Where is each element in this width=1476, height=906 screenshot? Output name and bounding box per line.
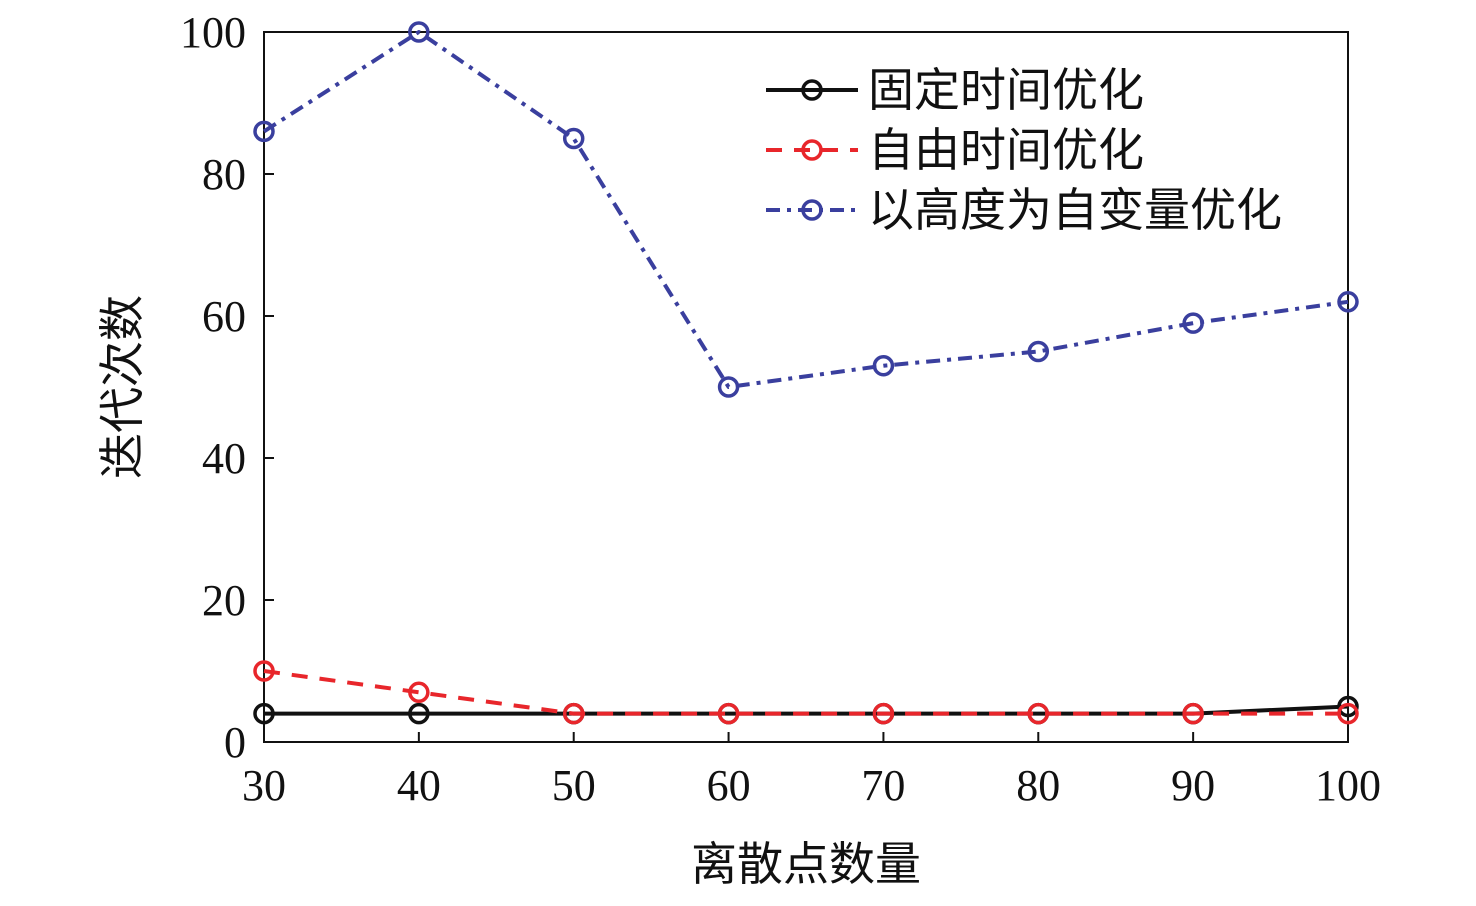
series-2-point: [1337, 291, 1359, 313]
y-tick-label: 40: [202, 434, 246, 483]
legend-label-1: 自由时间优化: [868, 123, 1144, 177]
x-tick-label: 90: [1171, 761, 1215, 810]
legend-marker-0: [801, 79, 823, 101]
x-tick-label: 100: [1315, 761, 1381, 810]
series-0-point: [253, 702, 275, 725]
series-1-point: [562, 702, 585, 725]
series-2-point: [562, 127, 585, 150]
y-tick-label: 100: [180, 8, 246, 57]
series-layer: [253, 21, 1359, 725]
y-axis-title: 迭代次数: [95, 295, 149, 479]
series-0-point: [408, 702, 430, 725]
series-2-point: [717, 376, 740, 398]
legend-label-2: 以高度为自变量优化: [868, 183, 1282, 237]
x-axis-title: 离散点数量: [691, 837, 921, 891]
legend-label-0: 固定时间优化: [868, 63, 1144, 117]
x-tick-label: 80: [1016, 761, 1060, 810]
series-1-point: [1337, 702, 1359, 725]
x-tick-label: 40: [397, 761, 441, 810]
x-tick-label: 70: [861, 761, 905, 810]
y-tick-label: 20: [202, 576, 246, 625]
series-line-1: [263, 669, 1348, 716]
series-1-point: [872, 702, 895, 725]
series-1-point: [253, 660, 275, 682]
series-0-point: [1337, 695, 1359, 718]
series-1-point: [1027, 702, 1050, 725]
series-line-2: [262, 30, 1349, 389]
series-1-point: [717, 702, 740, 725]
y-tick-label: 60: [202, 292, 246, 341]
series-2-point: [872, 354, 895, 377]
series-2-point: [408, 21, 430, 43]
y-tick-label: 0: [224, 718, 246, 767]
y-tick-label: 80: [202, 150, 246, 199]
x-tick-label: 50: [552, 761, 596, 810]
x-tick-label: 60: [707, 761, 751, 810]
series-1-point: [408, 681, 430, 704]
axis-ticks: 30 40 50 60 70 80 90 100 0 20 40 60 80 100: [180, 8, 1381, 810]
series-1-point: [1182, 702, 1204, 725]
x-tick-label: 30: [242, 761, 286, 810]
series-2-point: [253, 120, 275, 143]
series-2-point: [1027, 340, 1050, 363]
legend-marker-1: [801, 139, 823, 161]
plot-frame: [263, 31, 1349, 743]
series-2-point: [1182, 312, 1204, 334]
legend-marker-2: [801, 199, 823, 221]
